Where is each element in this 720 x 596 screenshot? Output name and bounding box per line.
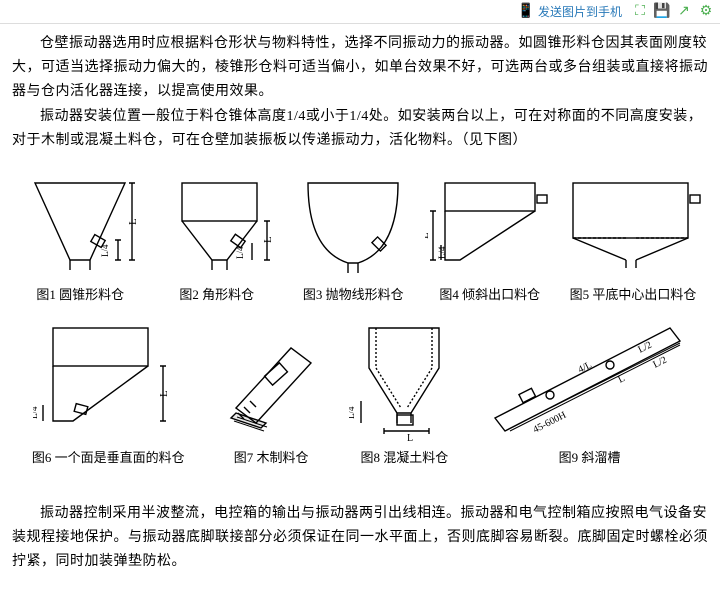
svg-text:L: L [127, 218, 139, 225]
caption-6: 图6 一个面是垂直面的料仓 [32, 447, 185, 466]
send-label: 发送图片到手机 [538, 3, 622, 20]
caption-5: 图5 平底中心出口料仓 [570, 284, 697, 303]
figure-2: L L/4 图2 角形料仓 [149, 165, 286, 303]
svg-text:L/4: L/4 [437, 246, 447, 259]
fig8-svg: L L/4 [349, 313, 459, 443]
figure-3: 图3 抛物线形料仓 [285, 165, 422, 303]
svg-text:L/2: L/2 [651, 355, 668, 371]
toolbar: 📱 发送图片到手机 ⛶ 💾 ↗ ⚙ [0, 0, 720, 24]
svg-text:45-600H: 45-600H [531, 410, 568, 436]
figure-4: L L/4 图4 倾斜出口料仓 [422, 165, 559, 303]
caption-3: 图3 抛物线形料仓 [303, 284, 404, 303]
figures-grid: L L/4 图1 圆锥形料仓 L [12, 165, 708, 476]
paragraph-1: 仓壁振动器选用时应根据料仓形状与物料特性，选择不同振动力的振动器。如圆锥形料仓因… [12, 32, 708, 103]
fig7-svg [216, 313, 326, 443]
figure-8: L L/4 图8 混凝土料仓 [338, 313, 471, 466]
caption-7: 图7 木制料仓 [234, 447, 309, 466]
svg-text:L: L [158, 390, 170, 397]
document-body: 仓壁振动器选用时应根据料仓形状与物料特性，选择不同振动力的振动器。如圆锥形料仓因… [0, 24, 720, 587]
fig4-svg: L L/4 [425, 165, 555, 280]
svg-text:L: L [616, 373, 626, 386]
fig5-svg [558, 165, 708, 280]
svg-text:L/4: L/4 [349, 406, 356, 419]
save-icon[interactable]: 💾 [654, 4, 670, 20]
caption-2: 图2 角形料仓 [179, 284, 254, 303]
svg-text:L/4: L/4 [100, 244, 110, 257]
figure-5: 图5 平底中心出口料仓 [558, 165, 708, 303]
paragraph-2: 振动器安装位置一般位于料仓锥体高度1/4或小于1/4处。如安装两台以上，可在对称… [12, 105, 708, 153]
fig3-svg [288, 165, 418, 280]
figure-9: L 4/L L/2 L/2 45-600H 图9 斜溜槽 [471, 313, 708, 466]
caption-4: 图4 倾斜出口料仓 [439, 284, 540, 303]
svg-text:L/4: L/4 [235, 246, 245, 259]
paragraph-3: 振动器控制采用半波整流，电控箱的输出与振动器两引出线相连。振动器和电气控制箱应按… [12, 502, 708, 573]
svg-text:4/L: 4/L [576, 360, 593, 376]
fig1-svg: L L/4 [20, 165, 140, 280]
svg-text:L/4: L/4 [33, 406, 39, 419]
figure-1: L L/4 图1 圆锥形料仓 [12, 165, 149, 303]
caption-9: 图9 斜溜槽 [559, 447, 621, 466]
caption-8: 图8 混凝土料仓 [361, 447, 449, 466]
expand-icon[interactable]: ⛶ [632, 4, 648, 20]
figure-7: 图7 木制料仓 [205, 313, 338, 466]
share-icon[interactable]: ↗ [676, 4, 692, 20]
settings-icon[interactable]: ⚙ [698, 4, 714, 20]
fig2-svg: L L/4 [157, 165, 277, 280]
send-to-phone-button[interactable]: 📱 发送图片到手机 [514, 2, 626, 21]
svg-text:L: L [262, 236, 274, 243]
fig6-svg: L L/4 [33, 313, 183, 443]
svg-text:L: L [425, 232, 431, 239]
figure-6: L L/4 图6 一个面是垂直面的料仓 [12, 313, 205, 466]
caption-1: 图1 圆锥形料仓 [36, 284, 124, 303]
svg-text:L/2: L/2 [636, 340, 653, 356]
svg-text:L: L [407, 433, 413, 443]
fig9-svg: L 4/L L/2 L/2 45-600H [480, 313, 700, 443]
phone-icon: 📱 [518, 4, 534, 20]
